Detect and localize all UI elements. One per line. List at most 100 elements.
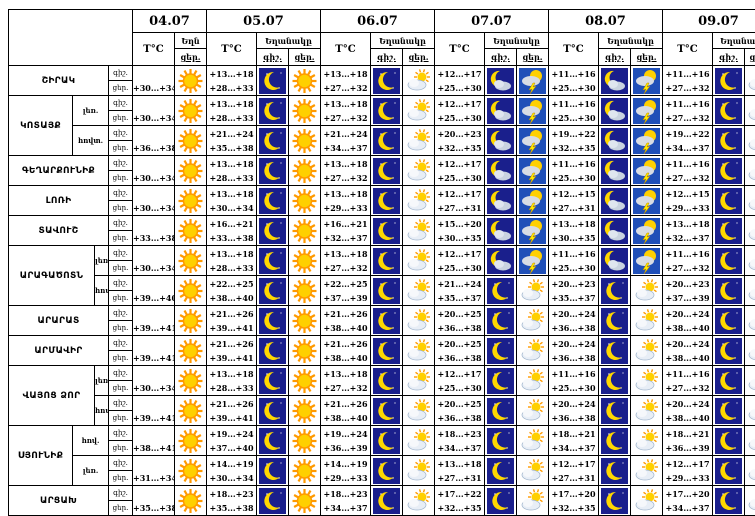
night-weather-cell: [713, 486, 745, 516]
day-weather-cell: [631, 186, 663, 216]
day-period: ցեր.: [109, 141, 132, 155]
night-weather-cell: [257, 186, 289, 216]
temp-cell: +21...+26+38...+40: [321, 306, 371, 336]
night-weather-cell: [485, 216, 517, 246]
night-period: գիշ.: [109, 366, 132, 381]
day-temp: +30...+34: [133, 261, 174, 275]
cloud-sun-icon: [746, 398, 755, 424]
temp-cell: +20...+23+37...+39: [663, 276, 713, 306]
table-row: հովտ.գիշ.ցեր.+39...+41+21...+26+39...+41…: [9, 396, 755, 426]
period-labels: գիշ.ցեր.: [109, 336, 133, 366]
day-temp: +25...+30: [435, 81, 484, 95]
night-weather-cell: [599, 336, 631, 366]
day-temp: +39...+41: [207, 411, 256, 425]
day-weather-cell: [289, 306, 321, 336]
night-temp: +18...+21: [663, 427, 712, 441]
night-temp: +11...+16: [549, 367, 598, 381]
temp-cell: +21...+24+34...+37: [321, 126, 371, 156]
day-temp: +25...+30: [435, 111, 484, 125]
night-temp: +20...+24: [663, 337, 712, 351]
day-temp: +39...+41: [207, 351, 256, 365]
day-weather-cell: [289, 426, 321, 456]
night-weather-cell: [371, 396, 403, 426]
period-labels: գիշ.ցեր.: [109, 276, 133, 306]
weather-header: Եղանակը: [485, 33, 549, 49]
moon-cloud-icon: [487, 68, 514, 94]
moon-icon: [373, 188, 400, 214]
temp-cell: +20...+24+38...+40: [663, 336, 713, 366]
date-header: 06.07: [321, 10, 435, 33]
weather-cell: [175, 186, 207, 216]
temp-header: T°C: [321, 33, 371, 66]
day-weather-cell: [517, 336, 549, 366]
temp-cell: +12...+17+25...+30: [435, 156, 485, 186]
night-period: գիշ.: [109, 426, 132, 441]
temp-cell: +30...+34: [133, 156, 175, 186]
day-temp: +28...+33: [207, 171, 256, 185]
temp-cell: +13...+18+32...+37: [663, 216, 713, 246]
day-weather-cell: [631, 426, 663, 456]
day-weather-cell: [517, 276, 549, 306]
moon-icon: [259, 458, 286, 484]
moon-icon: [373, 248, 400, 274]
night-temp: +20...+23: [663, 277, 712, 291]
night-temp: +20...+24: [549, 397, 598, 411]
moon-icon: [601, 308, 628, 334]
night-weather-cell: [371, 126, 403, 156]
night-weather-cell: [371, 156, 403, 186]
day-weather-cell: [745, 66, 755, 96]
temp-cell: +20...+24+36...+38: [549, 306, 599, 336]
day-weather-cell: [745, 396, 755, 426]
moon-cloud-icon: [487, 218, 514, 244]
temp-cell: +19...+22+34...+37: [663, 126, 713, 156]
thunderstorm-icon: [633, 68, 660, 94]
temp-cell: +13...+18+27...+32: [321, 366, 371, 396]
night-weather-cell: [485, 366, 517, 396]
night-weather-cell: [713, 396, 745, 426]
sun-icon: [177, 218, 204, 244]
moon-icon: [715, 338, 742, 364]
temp-cell: +30...+34: [133, 366, 175, 396]
night-weather-cell: [257, 276, 289, 306]
night-weather-cell: [371, 426, 403, 456]
day-weather-cell: [289, 126, 321, 156]
day-weather-cell: [403, 126, 435, 156]
moon-cloud-icon: [601, 188, 628, 214]
day-temp: +25...+30: [549, 111, 598, 125]
cloud-sun-icon: [746, 158, 755, 184]
night-weather-cell: [599, 396, 631, 426]
night-weather-cell: [371, 456, 403, 486]
night-period: գիշ.: [109, 216, 132, 231]
night-weather-cell: [485, 456, 517, 486]
cloud-sun-icon: [519, 428, 546, 454]
day-weather-cell: [403, 96, 435, 126]
night-temp: +11...+16: [663, 67, 712, 81]
day-weather-cell: [517, 366, 549, 396]
day-temp: +33...+38: [207, 231, 256, 245]
night-weather-cell: [371, 186, 403, 216]
day-temp: +38...+40: [207, 291, 256, 305]
sun-icon: [177, 248, 204, 274]
period-labels: գիշ.ցեր.: [109, 426, 133, 456]
weather-cell: [175, 276, 207, 306]
day-weather-cell: [517, 216, 549, 246]
day-period: ցեր.: [109, 411, 132, 425]
period-labels: գիշ.ցեր.: [109, 216, 133, 246]
night-temp: +11...+16: [663, 157, 712, 171]
night-temp: +11...+16: [549, 157, 598, 171]
cloud-sun-icon: [519, 368, 546, 394]
day-weather-cell: [403, 276, 435, 306]
day-weather-cell: [745, 246, 755, 276]
night-weather-cell: [485, 336, 517, 366]
region-name: ՇԻՐԱԿ: [9, 66, 109, 96]
temp-cell: +14...+19+29...+33: [321, 456, 371, 486]
day-weather-cell: [631, 276, 663, 306]
night-weather-cell: [485, 126, 517, 156]
weather-cell: [175, 96, 207, 126]
night-temp: [133, 67, 174, 81]
day-weather-cell: [631, 396, 663, 426]
day-temp: +30...+34: [133, 381, 174, 395]
cloud-sun-icon: [405, 98, 432, 124]
